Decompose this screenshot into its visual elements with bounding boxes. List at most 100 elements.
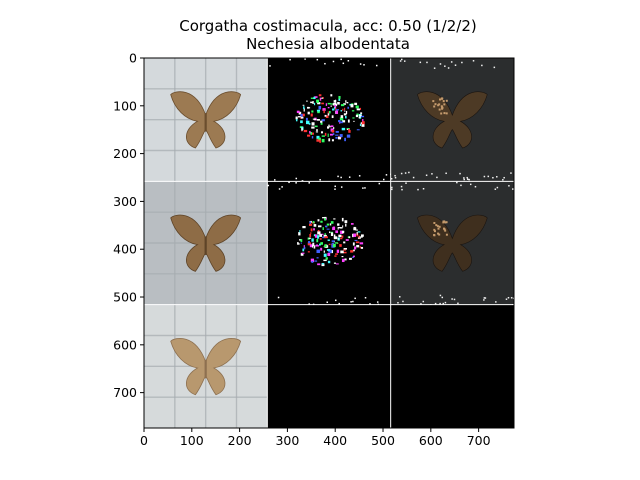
mask-speckle xyxy=(340,237,343,240)
mask-speckle xyxy=(337,227,339,230)
edge-speckle xyxy=(441,296,444,299)
mask-speckle xyxy=(323,253,327,257)
highlight-speckle xyxy=(433,221,436,224)
mask-speckle xyxy=(321,135,325,137)
edge-speckle xyxy=(502,179,504,181)
mask-speckle xyxy=(333,100,337,103)
highlight-speckle xyxy=(434,103,437,106)
mask-speckle xyxy=(313,228,315,231)
mask-speckle xyxy=(303,129,308,133)
mask-speckle xyxy=(327,239,330,242)
y-tick-label: 0 xyxy=(129,51,137,66)
edge-speckle xyxy=(463,177,465,179)
mask-speckle xyxy=(344,220,348,224)
y-tick-label: 500 xyxy=(113,290,137,305)
mask-speckle xyxy=(308,303,310,305)
highlight-speckle xyxy=(433,233,436,236)
mask-speckle xyxy=(354,102,358,106)
chart-title: Corgatha costimacula, acc: 0.50 (1/2/2) xyxy=(179,17,476,35)
edge-speckle xyxy=(456,181,458,184)
mask-speckle xyxy=(324,218,327,221)
mask-speckle xyxy=(353,233,356,237)
mask-speckle xyxy=(358,116,361,119)
mask-speckle xyxy=(330,232,334,236)
mask-speckle xyxy=(325,115,329,118)
mask-speckle xyxy=(332,133,335,136)
mask-speckle xyxy=(346,128,350,130)
mask-speckle xyxy=(321,97,324,99)
mask-speckle xyxy=(335,134,339,136)
edge-speckle xyxy=(445,172,447,175)
mask-speckle xyxy=(307,106,310,109)
highlight-speckle xyxy=(445,221,448,224)
mask-speckle xyxy=(322,236,326,239)
mask-speckle xyxy=(311,238,314,242)
highlight-speckle xyxy=(436,225,439,228)
mask-speckle xyxy=(335,263,339,265)
mask-speckle xyxy=(330,128,334,132)
mask-speckle xyxy=(317,225,322,228)
mask-speckle xyxy=(385,174,388,176)
mask-speckle xyxy=(323,259,327,262)
mask-speckle xyxy=(350,223,354,225)
mask-speckle xyxy=(360,112,363,114)
mask-speckle xyxy=(316,257,319,259)
mask-speckle xyxy=(331,243,335,245)
mask-speckle xyxy=(298,111,302,115)
edge-speckle xyxy=(397,302,399,304)
mask-speckle xyxy=(315,234,318,238)
x-tick-label: 400 xyxy=(323,433,347,448)
y-tick-label: 200 xyxy=(113,146,137,161)
mask-speckle xyxy=(356,233,359,237)
mask-speckle xyxy=(337,175,339,178)
edge-speckle xyxy=(444,65,446,67)
edge-speckle xyxy=(510,297,513,299)
panel-background xyxy=(390,304,514,428)
mask-speckle xyxy=(332,108,335,111)
mask-speckle xyxy=(311,126,315,129)
mask-speckle xyxy=(297,116,301,118)
highlight-speckle xyxy=(440,112,443,115)
mask-speckle xyxy=(325,257,328,260)
panel-r1-c0 xyxy=(144,181,268,305)
mask-speckle xyxy=(331,139,334,142)
mask-speckle xyxy=(302,104,305,106)
edge-speckle xyxy=(481,64,483,67)
panel-r0-c1 xyxy=(267,58,392,183)
highlight-speckle xyxy=(442,227,445,230)
edge-speckle xyxy=(417,188,419,191)
mask-speckle xyxy=(315,131,319,133)
mask-speckle xyxy=(289,58,291,61)
mask-speckle xyxy=(343,241,346,244)
mask-speckle xyxy=(310,228,313,232)
panel-background xyxy=(267,58,391,182)
mask-speckle xyxy=(323,250,325,253)
edge-speckle xyxy=(484,297,487,299)
mask-speckle xyxy=(273,179,276,181)
mask-speckle xyxy=(322,227,324,231)
y-tick-label: 400 xyxy=(113,242,137,257)
highlight-speckle xyxy=(433,228,436,231)
mask-speckle xyxy=(313,245,316,248)
highlight-speckle xyxy=(445,112,448,115)
mask-speckle xyxy=(340,58,342,61)
edge-speckle xyxy=(483,297,486,299)
edge-speckle xyxy=(425,174,428,177)
mask-speckle xyxy=(316,249,320,254)
mask-speckle xyxy=(344,137,346,142)
mask-speckle xyxy=(354,239,358,241)
mask-speckle xyxy=(322,217,325,219)
mask-speckle xyxy=(343,103,346,105)
edge-speckle xyxy=(487,175,490,178)
mask-speckle xyxy=(317,263,321,266)
mask-speckle xyxy=(316,119,320,121)
mask-speckle xyxy=(295,119,298,122)
mask-speckle xyxy=(311,110,314,113)
mask-speckle xyxy=(339,134,343,138)
highlight-speckle xyxy=(443,103,446,106)
mask-speckle xyxy=(295,177,298,180)
panel-r1-c1 xyxy=(267,181,391,306)
mask-speckle xyxy=(344,110,346,112)
mask-speckle xyxy=(269,65,271,67)
